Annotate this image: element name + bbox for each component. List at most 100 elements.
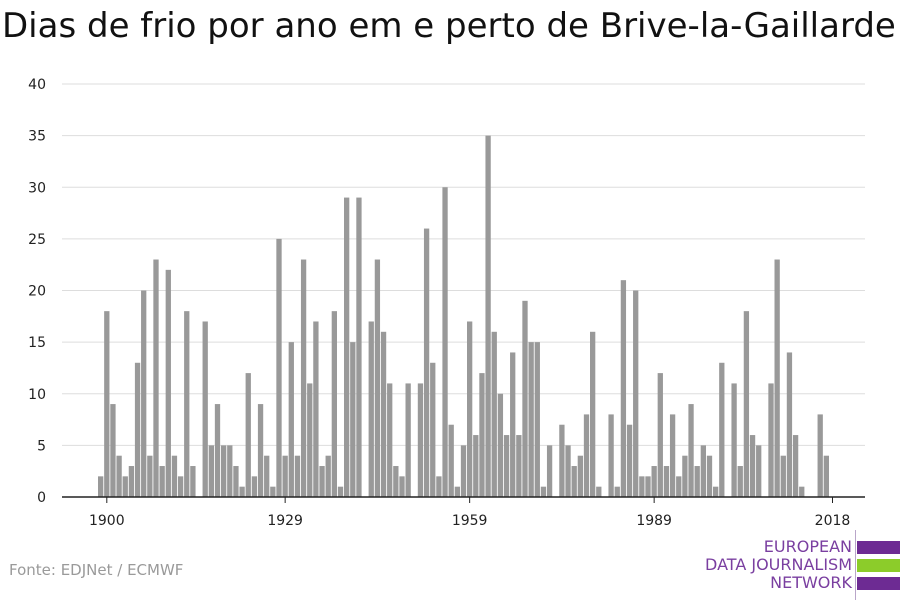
bar: [817, 414, 823, 497]
bar: [749, 435, 756, 497]
bar: [651, 466, 657, 497]
x-tick-label: 1989: [636, 513, 672, 529]
bar: [141, 290, 147, 497]
bar: [98, 476, 104, 497]
bar: [503, 435, 510, 497]
bar: [497, 393, 504, 497]
bars: [98, 135, 829, 498]
bar: [350, 342, 356, 497]
bar: [780, 455, 786, 497]
bar: [546, 445, 553, 497]
bar: [417, 383, 424, 497]
y-tick-label: 35: [28, 129, 46, 145]
bar: [227, 445, 233, 497]
bar: [460, 445, 467, 497]
x-tick-label: 2018: [815, 513, 851, 529]
bar: [233, 466, 239, 497]
bar: [454, 486, 460, 497]
bar: [325, 455, 331, 497]
bar: [307, 383, 313, 497]
bar: [639, 476, 645, 497]
bar: [239, 486, 245, 497]
y-tick-label: 20: [28, 284, 46, 300]
bar: [264, 455, 270, 497]
source-note: Fonte: EDJNet / ECMWF: [9, 561, 184, 579]
logo-bar-green-middle: [857, 559, 900, 572]
bar: [706, 455, 713, 497]
bar: [491, 331, 497, 497]
x-axis-ticks: 1900 1929 1959 1989 2018: [89, 497, 850, 529]
bar: [516, 435, 522, 497]
bar: [792, 435, 799, 497]
bar: [430, 362, 436, 497]
bar: [202, 321, 208, 497]
y-tick-label: 40: [28, 77, 46, 93]
logo-line-3: NETWORK: [770, 573, 852, 592]
bar: [436, 476, 442, 497]
bar: [614, 486, 620, 497]
bar: [165, 269, 171, 497]
bar: [270, 486, 276, 497]
bar: [356, 197, 362, 497]
bar: [786, 352, 793, 497]
y-tick-label: 0: [37, 490, 46, 506]
gridlines: [62, 83, 865, 446]
bar: [768, 383, 774, 497]
bar: [669, 414, 676, 497]
bar: [799, 486, 805, 497]
bar: [534, 342, 540, 497]
logo-line-1: EUROPEAN: [763, 537, 852, 556]
bar: [221, 445, 227, 497]
bar: [590, 331, 596, 497]
bar: [104, 311, 110, 497]
bar: [731, 383, 737, 497]
logo-line-2: DATA JOURNALISM: [705, 555, 852, 574]
bar: [737, 466, 743, 497]
bar: [110, 404, 116, 497]
y-tick-label: 10: [28, 387, 46, 403]
x-tick-label: 1959: [452, 513, 488, 529]
bar: [387, 383, 393, 497]
bar: [159, 466, 165, 497]
bar: [688, 404, 694, 497]
bar: [276, 238, 282, 497]
bar: [116, 455, 122, 497]
bar: [208, 445, 214, 497]
bar: [479, 373, 485, 497]
bar: [300, 259, 307, 497]
bar: [467, 321, 473, 497]
bar: [374, 259, 381, 497]
bar: [380, 331, 387, 497]
bar: [633, 290, 639, 497]
bar: [313, 321, 319, 497]
bar: [405, 383, 411, 497]
bar: [676, 476, 682, 497]
edjnet-logo: EUROPEAN DATA JOURNALISM NETWORK: [700, 530, 900, 600]
bar: [368, 321, 374, 497]
bar: [473, 435, 479, 497]
bar: [522, 300, 528, 497]
bar: [694, 466, 700, 497]
bar: [485, 135, 491, 497]
bar: [423, 228, 430, 498]
bar: [596, 486, 602, 497]
bar: [184, 311, 190, 497]
bar: [657, 373, 663, 497]
bar: [177, 476, 184, 497]
bar: [288, 342, 294, 497]
bar: [337, 486, 344, 497]
bar: [620, 280, 627, 497]
bar: [756, 445, 762, 497]
bar: [743, 311, 750, 497]
bar: [282, 455, 288, 497]
bar: [122, 476, 128, 497]
x-tick-label: 1929: [267, 513, 303, 529]
bar: [774, 259, 780, 497]
bar: [528, 342, 534, 497]
bar: [245, 373, 251, 497]
y-tick-label: 30: [28, 180, 46, 196]
y-axis-ticks: 0 5 10 15 20 25 30 35 40: [28, 77, 46, 506]
bar: [583, 414, 590, 497]
logo-bar-purple-bottom: [857, 577, 900, 590]
x-tick-label: 1900: [89, 513, 125, 529]
